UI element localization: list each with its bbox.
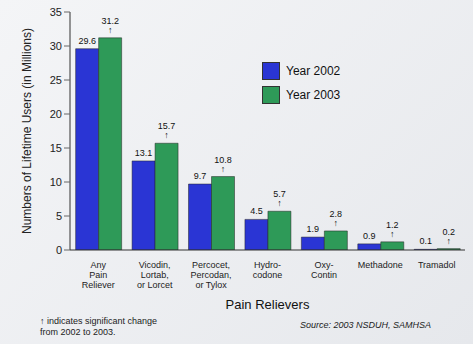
svg-text:15.7↑: 15.7↑ [158, 121, 176, 140]
svg-text:9.7: 9.7 [194, 171, 207, 181]
svg-text:13.1: 13.1 [135, 148, 153, 158]
svg-text:10.8↑: 10.8↑ [214, 155, 232, 174]
svg-text:29.6: 29.6 [78, 36, 96, 46]
svg-text:Oxy-Contin: Oxy-Contin [311, 260, 337, 280]
svg-text:20: 20 [50, 108, 62, 120]
svg-text:35: 35 [50, 6, 62, 18]
svg-text:25: 25 [50, 74, 62, 86]
svg-text:1.2↑: 1.2↑ [386, 220, 399, 239]
svg-text:0: 0 [56, 244, 62, 256]
svg-text:10: 10 [50, 176, 62, 188]
svg-text:2.8↑: 2.8↑ [330, 209, 343, 228]
svg-text:15: 15 [50, 142, 62, 154]
svg-text:31.2↑: 31.2↑ [101, 16, 119, 35]
html-text:Pain Relievers: Pain Relievers [225, 297, 310, 312]
svg-text:Percocet,Percodan,or Tylox: Percocet,Percodan,or Tylox [191, 260, 232, 290]
html-text:↑ indicates significant change: ↑ indicates significant change from 2002… [40, 316, 158, 337]
svg-text:Methadone: Methadone [358, 260, 403, 270]
svg-text:Hydro-codone: Hydro-codone [253, 260, 283, 280]
svg-text:0.9: 0.9 [363, 231, 376, 241]
svg-text:0.1: 0.1 [419, 236, 432, 246]
svg-text:Tramadol: Tramadol [418, 260, 456, 270]
svg-text:Vicodin,Lortab,or Lorcet: Vicodin,Lortab,or Lorcet [137, 260, 173, 290]
svg-text:1.9: 1.9 [307, 224, 320, 234]
svg-text:5: 5 [56, 210, 62, 222]
svg-text:30: 30 [50, 40, 62, 52]
svg-text:5.7↑: 5.7↑ [273, 189, 286, 208]
html-text:Source: 2003 NSDUH, SAMHSA: Source: 2003 NSDUH, SAMHSA [300, 320, 432, 330]
html-text:Year 2002: Year 2002 [286, 64, 341, 78]
svg-text:AnyPainReliever: AnyPainReliever [82, 260, 115, 290]
svg-text:4.5: 4.5 [250, 206, 263, 216]
html-text:Year 2003: Year 2003 [286, 88, 341, 102]
svg-text:Numbers of Lifetime Users (in: Numbers of Lifetime Users (in Millions) [20, 28, 34, 234]
svg-text:0.2↑: 0.2↑ [442, 227, 455, 246]
